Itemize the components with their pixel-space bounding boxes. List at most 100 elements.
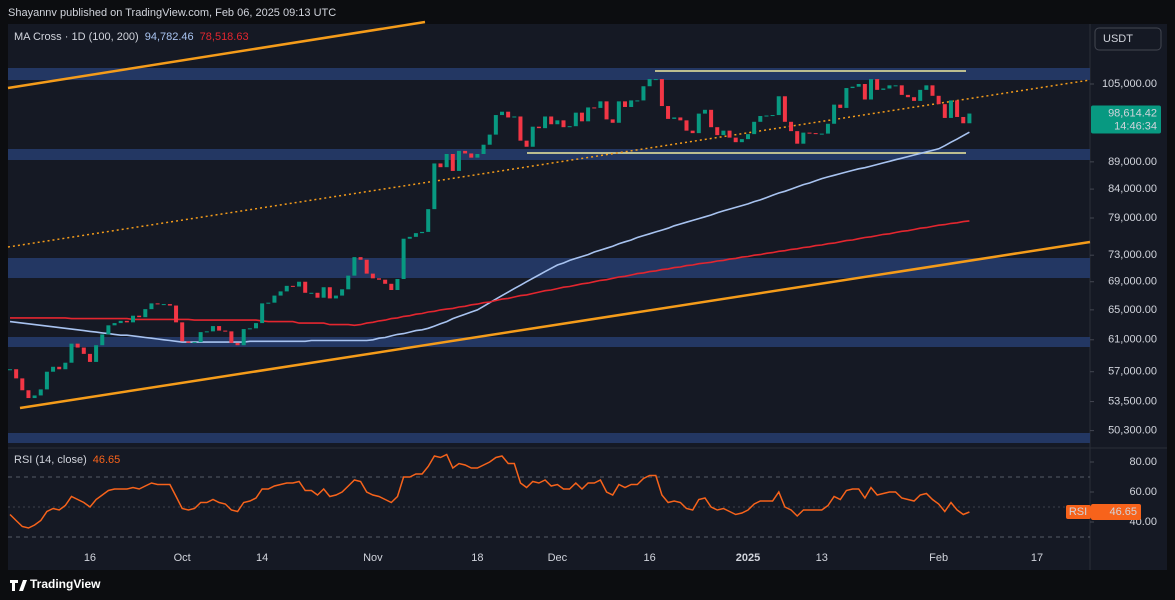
candle (924, 85, 929, 90)
candle (143, 309, 148, 318)
x-tick-label: 16 (643, 552, 655, 564)
candle (653, 79, 658, 81)
candle (702, 109, 707, 114)
candle (124, 320, 129, 323)
price-tag-value: 98,614.42 (1108, 107, 1157, 119)
candle (198, 332, 203, 343)
candle (647, 79, 652, 87)
candle (266, 302, 271, 304)
candle (475, 153, 480, 158)
candle (635, 100, 640, 102)
candle (395, 279, 400, 291)
candle (881, 88, 886, 90)
candle (555, 120, 560, 125)
candle (955, 100, 960, 117)
y-tick-label: 73,000.00 (1108, 249, 1157, 261)
candle (229, 331, 234, 343)
candle (297, 281, 302, 287)
candle (290, 285, 295, 287)
candle (284, 285, 289, 292)
legend-value: 46.65 (93, 454, 121, 466)
candle (20, 378, 25, 391)
range-lines (527, 70, 966, 154)
candle (948, 100, 953, 118)
candle (850, 86, 855, 89)
candle (659, 79, 664, 107)
value-tag (1091, 504, 1141, 521)
candle (235, 342, 240, 346)
value-tag-label: 46.65 (1109, 506, 1137, 518)
price-tag (1091, 105, 1161, 134)
moving-average (10, 220, 970, 327)
candle (131, 315, 135, 323)
candle (358, 257, 363, 260)
y-tick-label: 53,500.00 (1108, 395, 1157, 407)
candle (518, 116, 523, 141)
candle (709, 109, 714, 128)
candle (764, 115, 769, 117)
zone (8, 68, 1090, 80)
candle (370, 273, 375, 279)
candle (186, 341, 191, 343)
candle (94, 345, 99, 362)
candle (899, 85, 904, 95)
candle (598, 101, 603, 108)
candle (942, 104, 947, 118)
candle (63, 362, 68, 370)
zone (8, 149, 1090, 160)
candle (481, 144, 486, 154)
rsi-line (9, 453, 970, 529)
legend-value: 94,782.46 (145, 31, 194, 43)
candle (549, 116, 554, 125)
candle (776, 96, 781, 116)
x-tick-label: Oct (174, 552, 191, 564)
candle (770, 115, 775, 117)
candle (223, 330, 228, 332)
channel-upper (7, 20, 426, 90)
candle (561, 120, 566, 128)
axis-tag: RSI (1069, 506, 1087, 518)
candle (789, 121, 794, 132)
candle (506, 111, 511, 118)
candle (106, 325, 111, 335)
y-tick-label: 69,000.00 (1108, 276, 1157, 288)
currency-button[interactable] (1094, 27, 1162, 51)
candle (678, 117, 683, 121)
zone (8, 258, 1090, 278)
candle (327, 287, 332, 299)
candle (862, 83, 867, 100)
candle (450, 153, 455, 171)
candle (149, 303, 154, 310)
price-countdown: 14:46:34 (1114, 120, 1157, 132)
candle (807, 132, 812, 134)
candle (161, 304, 166, 306)
candle (567, 126, 572, 128)
candle (801, 132, 806, 144)
candle (407, 236, 412, 239)
candle (795, 131, 800, 144)
candle (364, 259, 369, 274)
candle (155, 303, 160, 305)
candle (592, 107, 597, 109)
candle (463, 150, 468, 154)
candle (832, 104, 837, 124)
candle (512, 116, 517, 118)
logo (10, 580, 27, 591)
candle (340, 289, 345, 296)
candle (69, 343, 74, 363)
candle (217, 326, 222, 331)
candle (81, 347, 86, 354)
candle (137, 315, 142, 318)
support-zones (8, 68, 1090, 443)
candle (51, 366, 56, 372)
legend: RSI (14, close) 46.65 (14, 454, 120, 466)
candle (641, 86, 646, 101)
candle (44, 371, 49, 390)
candle (112, 323, 117, 326)
candle (309, 292, 314, 294)
candle (38, 389, 43, 396)
candle (444, 153, 449, 168)
legend-value: 78,518.63 (200, 31, 249, 43)
candle (782, 96, 787, 122)
currency[interactable]: USDT (1103, 33, 1133, 45)
